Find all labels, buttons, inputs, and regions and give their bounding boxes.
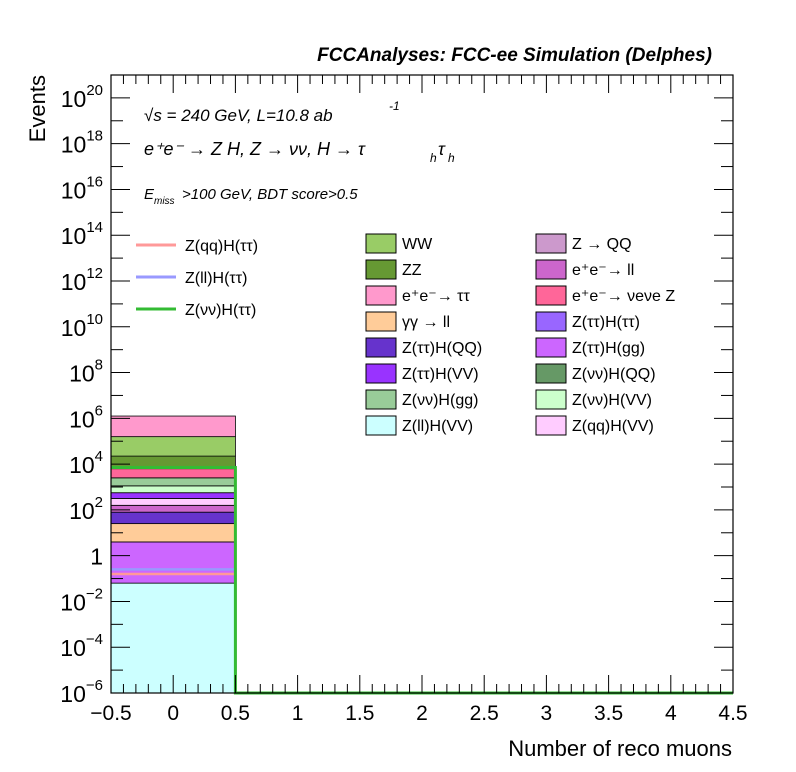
- legend-swatch-WW: [365, 233, 397, 254]
- x-tick-label: 1.5: [345, 702, 374, 725]
- bar-Z(νν)H(gg): [110, 477, 236, 487]
- y-tick-label: 1018: [61, 128, 103, 158]
- legend-swatch-γγ → ll: [365, 311, 397, 332]
- legend-swatch-Z(ττ)H(QQ): [365, 337, 397, 358]
- legend-label: Z(νν)H(gg): [402, 392, 478, 409]
- x-tick-label: −0.5: [90, 702, 131, 725]
- selection-subscript: miss: [154, 196, 175, 207]
- legend-label: e⁺e⁻→ ll: [572, 262, 634, 279]
- y-tick-label: 10−2: [60, 585, 103, 615]
- y-tick-label: 1016: [61, 173, 103, 203]
- legend-swatch-Z(ll)H(VV): [365, 415, 397, 436]
- legend-swatch-Z(ττ)H(ττ): [535, 311, 567, 332]
- y-tick-label: 10−6: [60, 677, 103, 707]
- y-tick-label: 1014: [61, 219, 103, 249]
- legend-swatch-e⁺e⁻→ ττ: [365, 285, 397, 306]
- legend-label: e⁺e⁻→ νeνe Z: [572, 288, 675, 305]
- process-tau-2: τ: [438, 139, 446, 159]
- bar-e⁺e⁻→ νeνe Z: [110, 468, 236, 479]
- energy-exponent: -1: [389, 99, 400, 113]
- y-tick-label: 1010: [61, 311, 103, 341]
- process-text: e⁺e⁻ → Z H, Z → νν, H → τ: [144, 139, 366, 159]
- x-tick-label: 3.5: [594, 702, 623, 725]
- y-tick-label: 108: [69, 357, 103, 387]
- legend-label: Z(νν)H(QQ): [572, 366, 656, 383]
- bar-Z(ll)H(VV): [110, 582, 236, 694]
- stack-bars: [110, 415, 236, 694]
- annotation-process: e⁺e⁻ → Z H, Z → νν, H → τ h τ h: [144, 139, 455, 165]
- energy-text: √s = 240 GeV, L=10.8 ab: [144, 106, 333, 125]
- x-tick-label: 0.5: [221, 702, 250, 725]
- legend-label: Z(ττ)H(ττ): [572, 314, 640, 331]
- bar-WW: [110, 436, 236, 457]
- bar-γγ → ll: [110, 523, 236, 543]
- legend-label: γγ → ll: [402, 314, 450, 331]
- x-axis: −0.5 0 0.5 1 1.5 2 2.5 3 3.5 4 4.5: [90, 75, 748, 725]
- legend-swatch-Z → QQ: [535, 233, 567, 254]
- x-tick-label: 4: [665, 702, 677, 725]
- y-tick-label: 102: [69, 494, 103, 524]
- bar-e⁺e⁻→ ττ: [110, 415, 236, 438]
- y-axis-label: Events: [25, 75, 50, 142]
- process-subscript-2: h: [448, 151, 455, 165]
- legend-label: Z(ττ)H(gg): [572, 340, 645, 357]
- legend-label: Z(νν)H(VV): [572, 392, 652, 409]
- bar-e⁺e⁻→ ll: [110, 504, 236, 513]
- x-axis-label: Number of reco muons: [508, 736, 732, 761]
- legend-label: Z → QQ: [572, 236, 632, 253]
- legend-label: e⁺e⁻→ ττ: [402, 288, 470, 305]
- legend-swatch-Z(ττ)H(gg): [535, 337, 567, 358]
- y-tick-label: 106: [69, 402, 103, 432]
- legend-label: Z(qq)H(VV): [572, 418, 654, 435]
- bar-Z(νν)H(VV): [110, 485, 236, 494]
- bar-Z(qq)H(VV): [110, 498, 236, 506]
- legend-label: WW: [402, 236, 433, 253]
- y-tick-label: 1012: [61, 265, 103, 295]
- legend-swatch-Z(qq)H(VV): [535, 415, 567, 436]
- x-tick-label: 2: [416, 702, 428, 725]
- legend-swatch-e⁺e⁻→ ll: [535, 259, 567, 280]
- legend-label: Z(ll)H(VV): [402, 418, 473, 435]
- y-axis: 10−6 10−4 10−2 1 102 104 106 108 1010 1012 1014 101…: [60, 74, 733, 707]
- legend-swatch-e⁺e⁻→ νeνe Z: [535, 285, 567, 306]
- legend-swatch-Z(νν)H(VV): [535, 389, 567, 410]
- x-tick-label: 3: [541, 702, 553, 725]
- legend-backgrounds: WW ZZ e⁺e⁻→ ττ γγ → ll Z(ττ)H(QQ) Z(ττ)H(VV) Z…: [365, 233, 675, 436]
- legend-label: Z(qq)H(ττ): [185, 238, 258, 255]
- bar-Z(ττ)H(gg): [110, 541, 236, 584]
- selection-rest: >100 GeV, BDT score>0.5: [182, 186, 358, 203]
- legend-label: Z(νν)H(ττ): [185, 302, 256, 319]
- annotation-energy: √s = 240 GeV, L=10.8 ab -1: [144, 99, 400, 125]
- legend-swatch-Z(νν)H(gg): [365, 389, 397, 410]
- legend-swatch-Z(ττ)H(VV): [365, 363, 397, 384]
- legend-label: Z(ττ)H(VV): [402, 366, 479, 383]
- selection-e: E: [144, 186, 155, 203]
- y-tick-label: 10−4: [60, 631, 103, 661]
- legend-swatch-Z(νν)H(QQ): [535, 363, 567, 384]
- y-tick-label: 1020: [61, 82, 103, 112]
- process-subscript-1: h: [430, 151, 437, 165]
- legend-label: ZZ: [402, 262, 422, 279]
- y-tick-label: 104: [69, 448, 103, 478]
- x-tick-label: 2.5: [470, 702, 499, 725]
- annotation-selection: E miss >100 GeV, BDT score>0.5: [144, 186, 358, 207]
- legend-swatch-ZZ: [365, 259, 397, 280]
- y-tick-label: 1: [90, 544, 103, 570]
- x-tick-label: 4.5: [718, 702, 747, 725]
- legend-signals: Z(qq)H(ττ) Z(ll)H(ττ) Z(νν)H(ττ): [136, 238, 258, 319]
- legend-label: Z(ll)H(ττ): [185, 270, 247, 287]
- x-tick-label: 1: [292, 702, 304, 725]
- bar-Z(ττ)H(QQ): [110, 511, 236, 525]
- x-tick-label: 0: [167, 702, 179, 725]
- bar-Z(ττ)H(VV): [110, 492, 236, 499]
- legend-label: Z(ττ)H(QQ): [402, 340, 482, 357]
- chart-title: FCCAnalyses: FCC-ee Simulation (Delphes): [317, 45, 712, 66]
